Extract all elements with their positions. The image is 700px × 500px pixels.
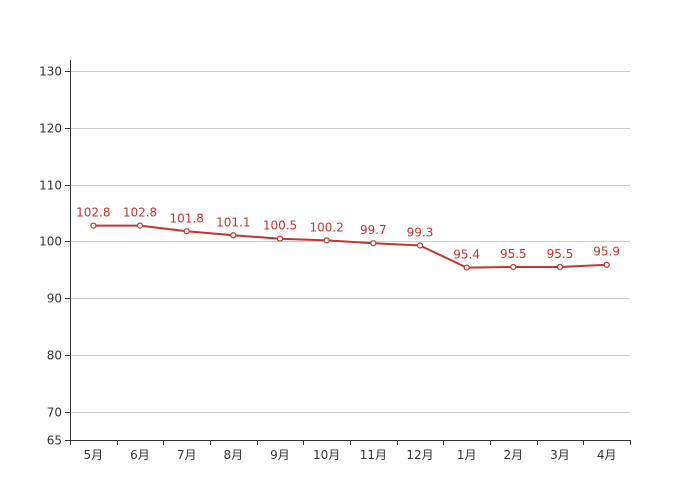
x-tick-label: 3月: [550, 448, 570, 462]
data-label-layer: 102.8 102.8 101.8 101.1 100.5 100.2 99.7 99.3 95…: [76, 206, 620, 262]
y-tick-label: 65: [47, 434, 62, 448]
x-tick-label: 5月: [84, 448, 104, 462]
data-point: [370, 240, 377, 247]
data-point: [416, 242, 424, 249]
data-point: [276, 235, 284, 242]
data-point: [603, 261, 610, 268]
data-label: 100.5: [263, 219, 297, 233]
x-tick-label: 12月: [406, 448, 433, 462]
x-tick-label: 8月: [224, 448, 244, 462]
data-point: [183, 228, 190, 235]
grid-layer: [70, 71, 630, 413]
x-tick-label: 6月: [130, 448, 150, 462]
y-tick-label: 90: [47, 292, 62, 306]
x-tick-label: 7月: [177, 448, 197, 462]
series-line: [93, 224, 607, 269]
y-tick-label: 70: [47, 406, 62, 420]
data-label: 95.4: [453, 248, 480, 262]
data-point: [136, 222, 144, 229]
data-label: 102.8: [76, 206, 110, 220]
x-tick-label: 2月: [504, 448, 524, 462]
data-point: [90, 222, 97, 229]
x-tick-label: 1月: [457, 448, 477, 462]
x-tick-label: 4月: [597, 448, 617, 462]
data-label: 95.5: [500, 247, 527, 261]
data-point: [510, 263, 517, 271]
y-tick-label: 100: [39, 235, 62, 249]
y-tick-label: 130: [39, 65, 62, 79]
data-label: 99.3: [407, 225, 434, 239]
data-label: 101.1: [216, 215, 250, 229]
x-tick-label: 9月: [270, 448, 290, 462]
data-label: 102.8: [123, 206, 157, 220]
data-label: 100.2: [309, 220, 343, 234]
x-tick-label: 10月: [313, 448, 340, 462]
x-tick-label: 11月: [360, 448, 387, 462]
y-tick-label: 120: [39, 122, 62, 136]
data-point: [463, 264, 470, 271]
y-tick-label: 110: [39, 179, 62, 193]
data-label: 99.7: [360, 223, 387, 237]
data-point: [323, 237, 330, 244]
series-layer: [90, 222, 610, 271]
axis-layer: 65 70 80 90 100 110 120 130 5月 6月 7月 8月 9月 10月 11月 12月 1…: [39, 60, 631, 462]
data-point: [556, 263, 564, 271]
data-label: 95.9: [593, 245, 620, 259]
data-point: [230, 232, 237, 239]
data-label: 101.8: [169, 211, 203, 225]
data-label: 95.5: [547, 247, 574, 261]
y-tick-label: 80: [47, 349, 62, 363]
